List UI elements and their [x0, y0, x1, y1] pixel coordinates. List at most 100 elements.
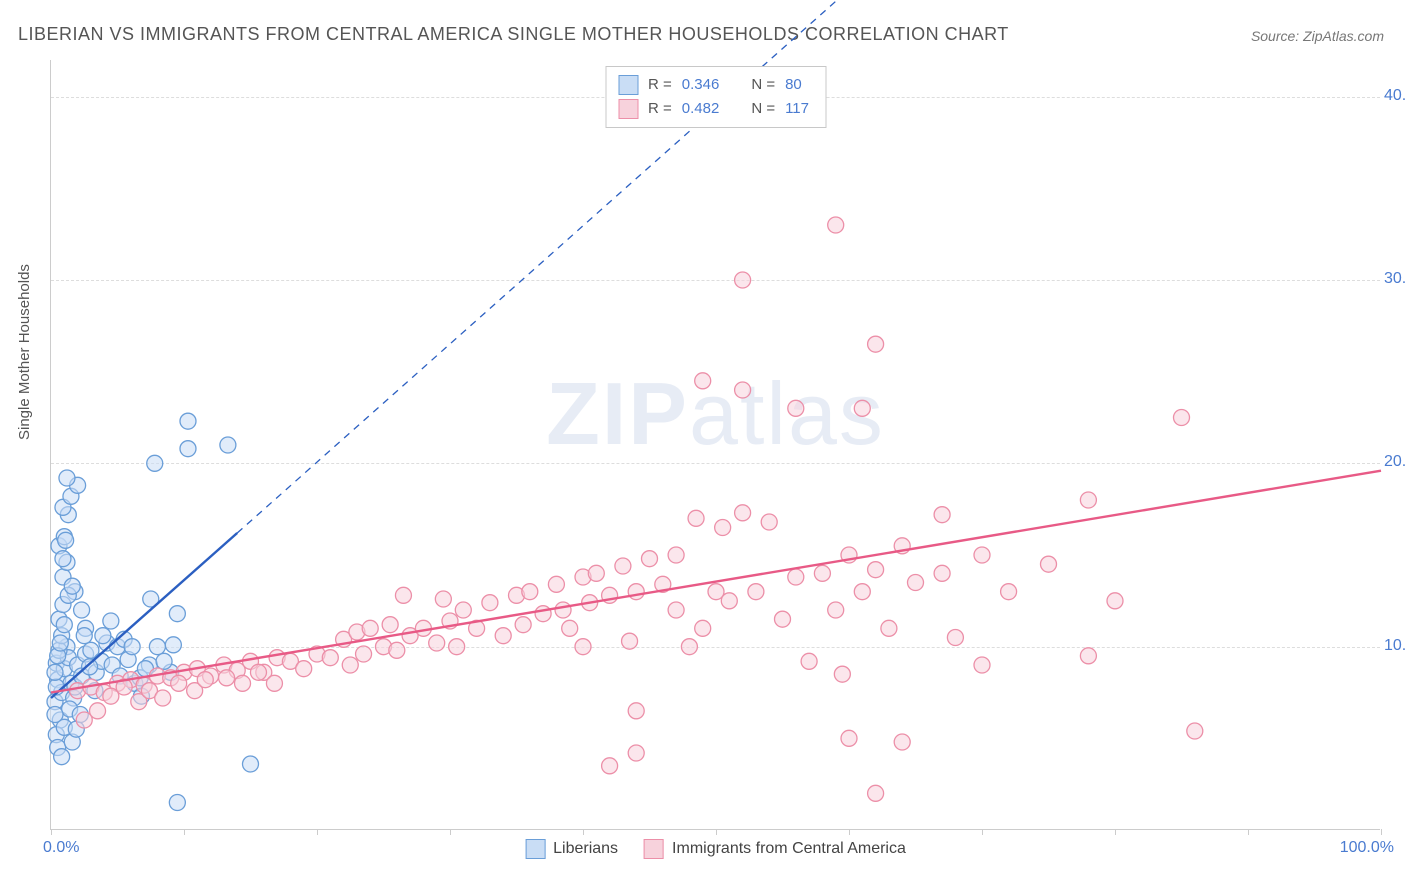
chart-title: LIBERIAN VS IMMIGRANTS FROM CENTRAL AMER…: [18, 24, 1009, 45]
scatter-point: [197, 672, 213, 688]
scatter-point: [735, 505, 751, 521]
series-legend-label: Immigrants from Central America: [672, 840, 906, 858]
scatter-point: [908, 575, 924, 591]
x-tick-mark: [450, 829, 451, 835]
scatter-svg: [51, 60, 1380, 829]
scatter-point: [1080, 648, 1096, 664]
scatter-point: [389, 642, 405, 658]
scatter-point: [841, 730, 857, 746]
x-tick-mark: [184, 829, 185, 835]
legend-n-label: N =: [751, 97, 775, 121]
scatter-point: [82, 659, 98, 675]
scatter-point: [642, 551, 658, 567]
scatter-point: [55, 551, 71, 567]
legend-swatch: [618, 75, 638, 95]
scatter-point: [828, 217, 844, 233]
scatter-point: [515, 617, 531, 633]
scatter-point: [147, 455, 163, 471]
scatter-point: [974, 657, 990, 673]
scatter-point: [814, 565, 830, 581]
scatter-point: [575, 639, 591, 655]
scatter-point: [628, 584, 644, 600]
scatter-point: [435, 591, 451, 607]
scatter-point: [235, 675, 251, 691]
scatter-point: [180, 413, 196, 429]
scatter-point: [974, 547, 990, 563]
x-tick-mark: [849, 829, 850, 835]
legend-r-label: R =: [648, 73, 672, 97]
scatter-point: [1041, 556, 1057, 572]
scatter-point: [95, 628, 111, 644]
scatter-point: [801, 653, 817, 669]
scatter-point: [947, 630, 963, 646]
legend-r-label: R =: [648, 97, 672, 121]
scatter-point: [124, 639, 140, 655]
scatter-point: [495, 628, 511, 644]
x-tick-label-min: 0.0%: [43, 839, 79, 857]
y-tick-label: 10.0%: [1384, 637, 1406, 655]
scatter-point: [562, 620, 578, 636]
scatter-point: [243, 756, 259, 772]
correlation-legend: R =0.346N =80R =0.482N =117: [605, 66, 826, 128]
scatter-point: [522, 584, 538, 600]
x-tick-mark: [1115, 829, 1116, 835]
scatter-point: [695, 620, 711, 636]
legend-n-value: 80: [785, 73, 802, 97]
trend-line: [51, 471, 1381, 693]
scatter-point: [555, 602, 571, 618]
scatter-point: [628, 703, 644, 719]
y-axis-label: Single Mother Households: [16, 264, 33, 440]
legend-n-value: 117: [785, 97, 809, 121]
scatter-point: [429, 635, 445, 651]
scatter-point: [155, 690, 171, 706]
scatter-point: [362, 620, 378, 636]
scatter-point: [296, 661, 312, 677]
source-label: Source:: [1251, 28, 1303, 44]
scatter-point: [342, 657, 358, 673]
scatter-point: [455, 602, 471, 618]
scatter-point: [76, 628, 92, 644]
scatter-point: [56, 617, 72, 633]
series-legend-item: Liberians: [525, 839, 618, 859]
legend-swatch: [644, 839, 664, 859]
scatter-point: [628, 745, 644, 761]
scatter-point: [588, 565, 604, 581]
plot-area: ZIPatlas R =0.346N =80R =0.482N =117 10.…: [50, 60, 1380, 830]
scatter-point: [775, 611, 791, 627]
scatter-point: [250, 664, 266, 680]
scatter-point: [1001, 584, 1017, 600]
scatter-point: [668, 547, 684, 563]
scatter-point: [356, 646, 372, 662]
legend-n-label: N =: [751, 73, 775, 97]
scatter-point: [602, 758, 618, 774]
scatter-point: [382, 617, 398, 633]
scatter-point: [828, 602, 844, 618]
scatter-point: [668, 602, 684, 618]
source-attribution: Source: ZipAtlas.com: [1251, 28, 1384, 44]
scatter-point: [59, 470, 75, 486]
series-legend-label: Liberians: [553, 840, 618, 858]
scatter-point: [854, 400, 870, 416]
scatter-point: [834, 666, 850, 682]
scatter-point: [149, 639, 165, 655]
series-legend-item: Immigrants from Central America: [644, 839, 906, 859]
trend-line-dashed: [237, 0, 955, 533]
x-tick-mark: [982, 829, 983, 835]
scatter-point: [90, 703, 106, 719]
scatter-point: [548, 576, 564, 592]
legend-swatch: [618, 99, 638, 119]
y-tick-label: 30.0%: [1384, 270, 1406, 288]
scatter-point: [169, 606, 185, 622]
x-tick-mark: [1381, 829, 1382, 835]
scatter-point: [894, 734, 910, 750]
x-tick-mark: [583, 829, 584, 835]
scatter-point: [180, 441, 196, 457]
scatter-point: [622, 633, 638, 649]
scatter-point: [868, 785, 884, 801]
scatter-point: [47, 664, 63, 680]
scatter-point: [74, 602, 90, 618]
x-tick-mark: [716, 829, 717, 835]
scatter-point: [681, 639, 697, 655]
series-legend: Liberians Immigrants from Central America: [525, 839, 906, 859]
scatter-point: [220, 437, 236, 453]
